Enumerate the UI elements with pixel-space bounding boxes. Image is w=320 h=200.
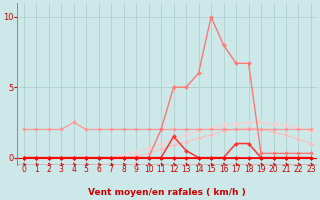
X-axis label: Vent moyen/en rafales ( km/h ): Vent moyen/en rafales ( km/h ): [88, 188, 246, 197]
